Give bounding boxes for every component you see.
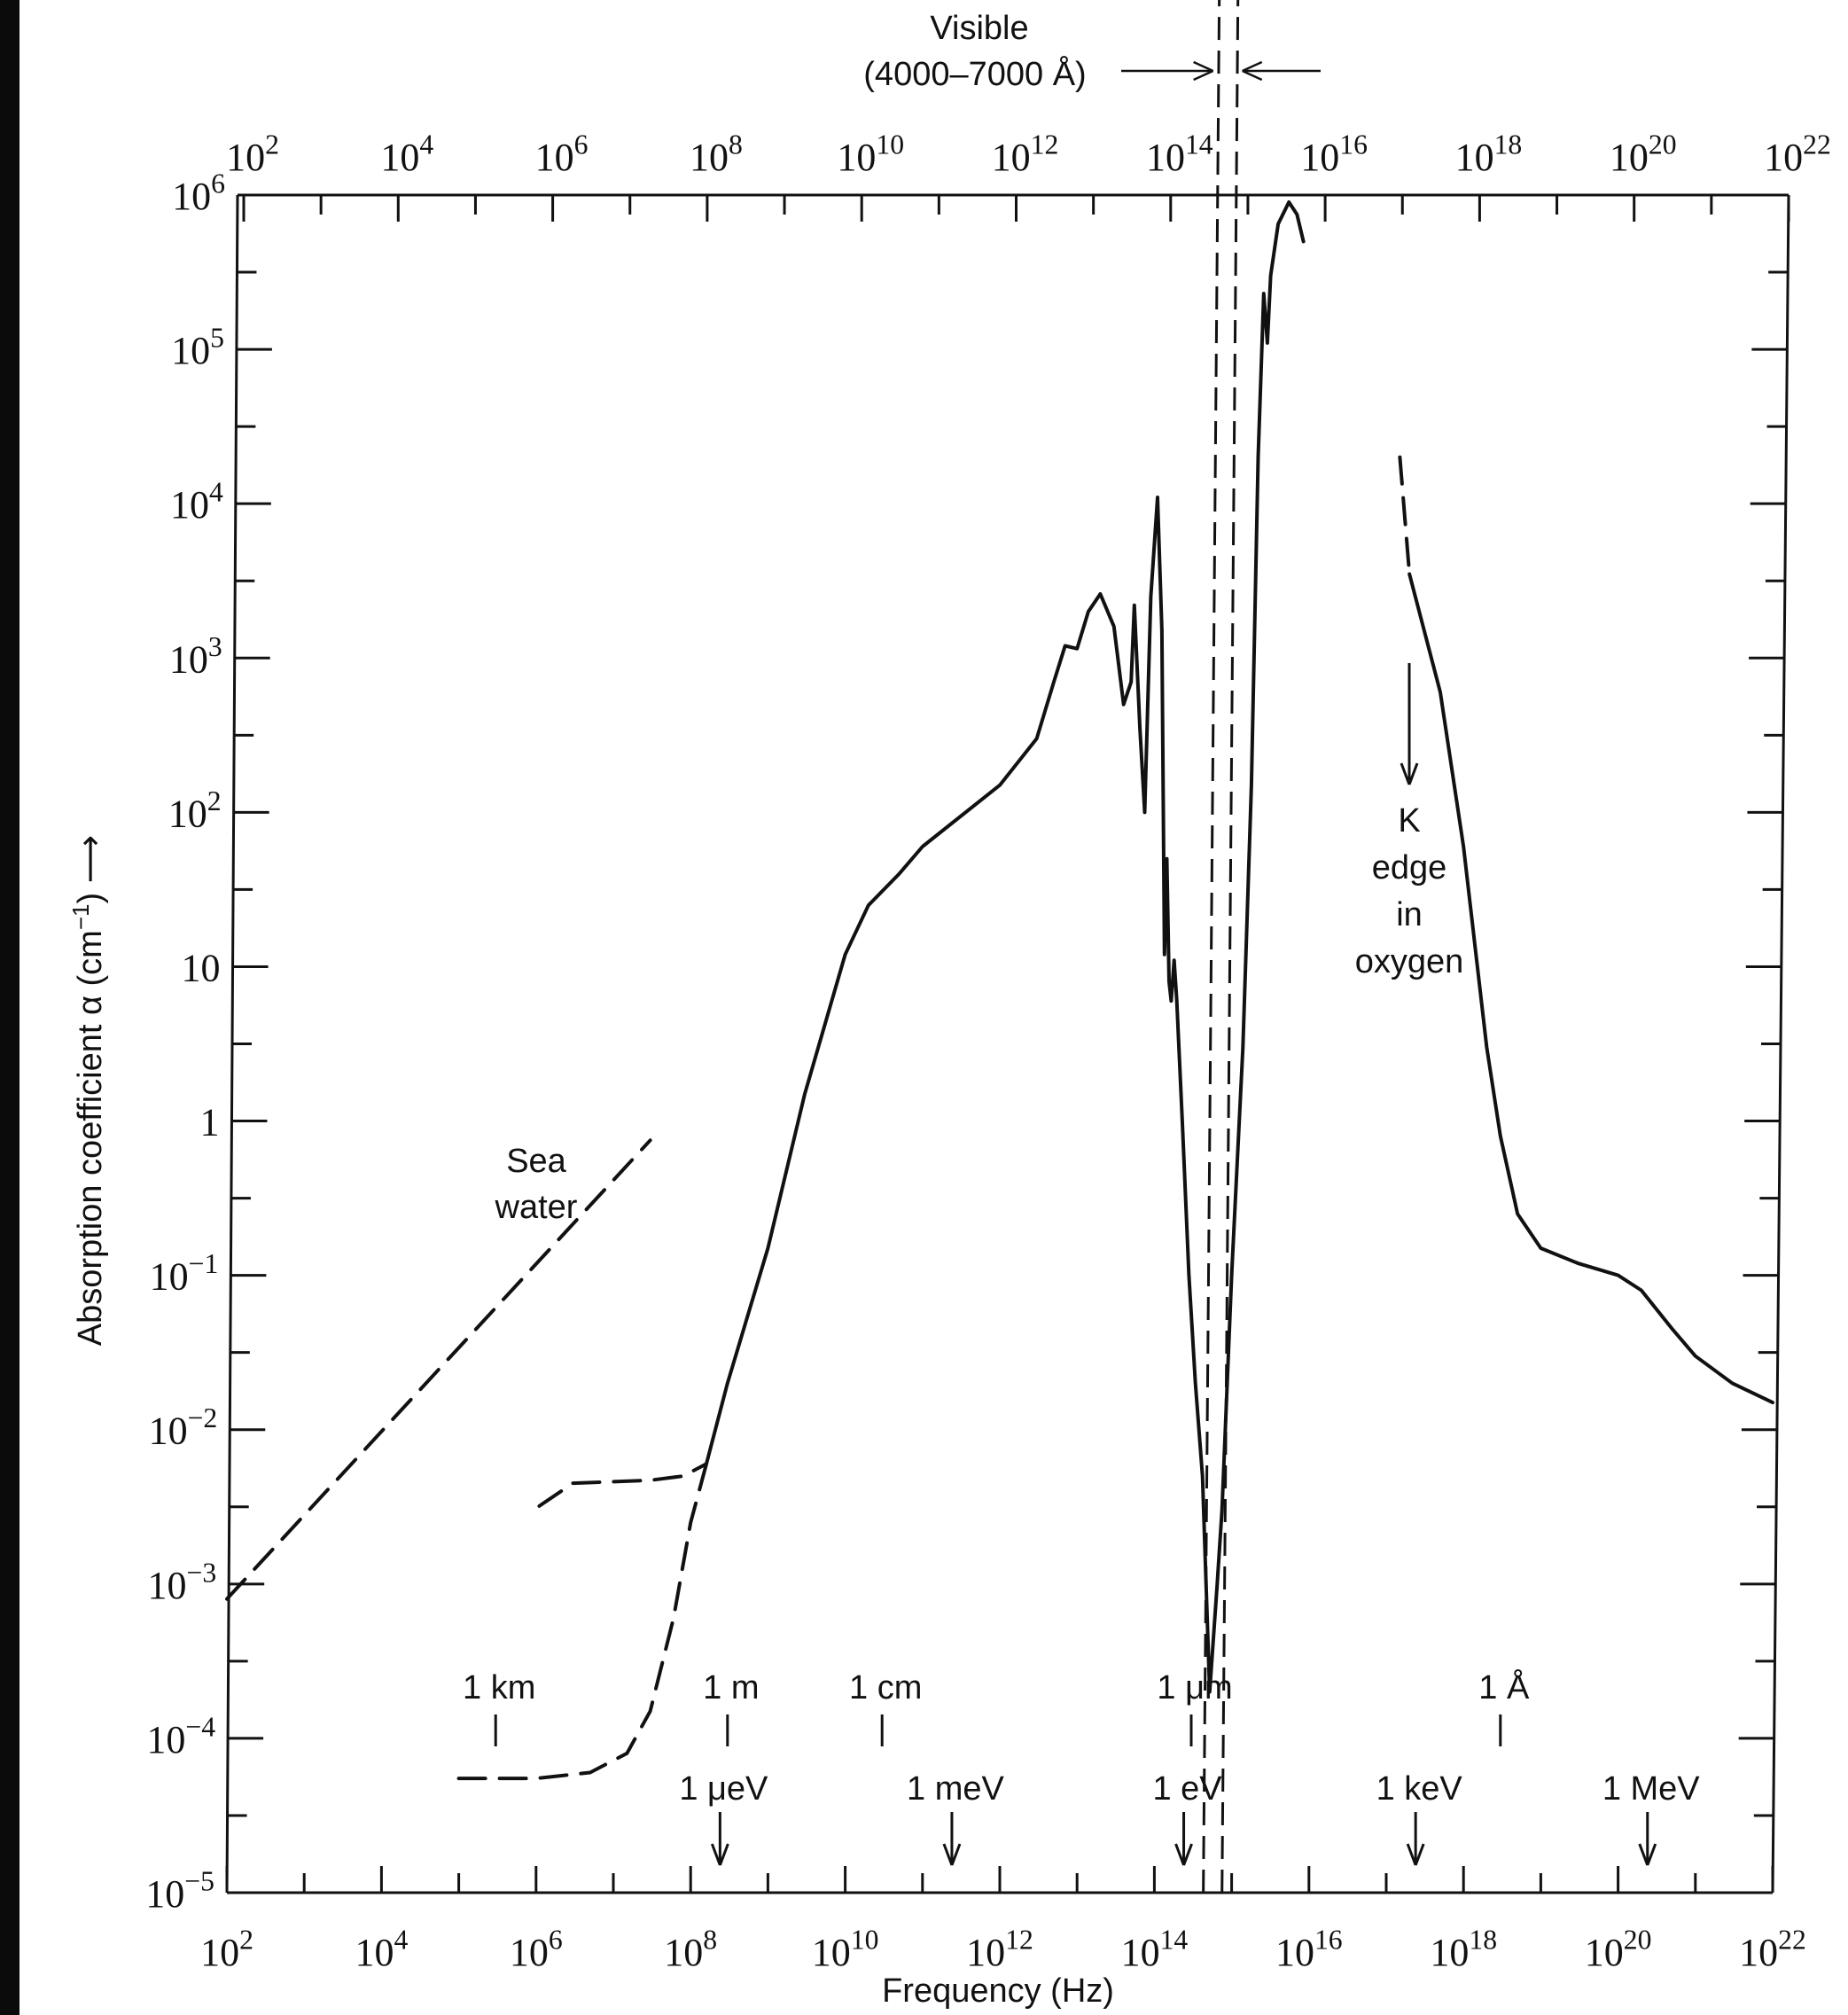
energy-mark-arrow-head — [942, 1843, 962, 1866]
y-tick-label: 103 — [169, 631, 222, 681]
y-tick-label: 10−5 — [145, 1866, 214, 1916]
scan-edge-bar — [0, 0, 19, 2015]
y-tick-label: 104 — [170, 477, 223, 527]
x-tick-label-bottom: 1020 — [1585, 1925, 1652, 1974]
x-tick-label-bottom: 104 — [355, 1925, 408, 1974]
x-axis-label: Frequency (Hz) — [882, 1972, 1114, 2010]
y-axis-label: Absorption coefficient α (cm−1) ⟶ — [67, 835, 109, 1346]
x-tick-label-top: 1022 — [1764, 129, 1831, 179]
energy-mark-arrow-head — [710, 1843, 729, 1866]
visible-band-range-label: (4000–7000 Å) — [863, 54, 1086, 93]
y-tick-label: 1 — [199, 1101, 219, 1144]
x-tick-label-bottom: 1010 — [812, 1925, 879, 1974]
y-tick-label: 10−4 — [146, 1711, 215, 1761]
absorption-series-5 — [456, 1462, 708, 1781]
wavelength-mark-label: 1 m — [703, 1669, 759, 1707]
k-edge-label-line2: edge — [1372, 849, 1447, 886]
visible-band-label: Visible — [930, 10, 1028, 47]
y-tick-label: 106 — [172, 168, 225, 218]
x-tick-label-top: 1012 — [992, 129, 1059, 179]
x-tick-label-bottom: 1022 — [1739, 1925, 1806, 1974]
x-tick-label-bottom: 102 — [200, 1925, 253, 1974]
y-tick-label: 10−3 — [147, 1557, 216, 1606]
absorption-series-1 — [705, 200, 1306, 1694]
visible-band-right-line — [1220, 0, 1240, 1894]
y-tick-label: 10 — [182, 946, 221, 989]
sea-water-label-line1: Sea — [506, 1143, 566, 1180]
energy-mark-label: 1 MeV — [1602, 1770, 1700, 1808]
absorption-series-6 — [225, 1138, 652, 1601]
x-tick-label-top: 1014 — [1146, 129, 1213, 179]
x-tick-label-top: 1018 — [1455, 129, 1523, 179]
x-tick-label-bottom: 1012 — [966, 1925, 1033, 1974]
x-tick-label-top: 102 — [226, 129, 279, 179]
energy-mark-label: 1 keV — [1376, 1770, 1463, 1808]
visible-arrow-right-head — [1242, 60, 1263, 82]
visible-arrow-left-head — [1193, 60, 1214, 82]
sea-water-label-line2: water — [495, 1189, 578, 1226]
x-tick-label-top: 1010 — [837, 129, 904, 179]
wavelength-mark-label: 1 km — [463, 1669, 535, 1707]
energy-mark-label: 1 eV — [1152, 1770, 1222, 1808]
x-tick-label-bottom: 108 — [664, 1925, 717, 1974]
y-tick-label: 10−2 — [149, 1402, 218, 1452]
y-tick-label: 105 — [171, 323, 224, 372]
absorption-series-3 — [1398, 455, 1412, 576]
x-tick-label-top: 1020 — [1610, 129, 1677, 179]
x-tick-label-bottom: 1018 — [1430, 1925, 1497, 1974]
wavelength-mark-label: 1 Å — [1478, 1667, 1530, 1707]
wavelength-mark-label: 1 cm — [849, 1669, 922, 1707]
x-tick-label-top: 104 — [380, 129, 433, 179]
x-tick-label-bottom: 106 — [510, 1925, 563, 1974]
energy-mark-arrow-head — [1406, 1843, 1425, 1866]
absorption-series-4 — [537, 1462, 708, 1508]
x-tick-label-top: 108 — [690, 129, 743, 179]
k-edge-label-line4: oxygen — [1355, 943, 1464, 980]
wavelength-mark-label: 1 μm — [1157, 1669, 1232, 1707]
energy-mark-label: 1 meV — [907, 1770, 1004, 1808]
energy-mark-arrow-head — [1638, 1843, 1657, 1866]
x-tick-label-bottom: 1014 — [1121, 1925, 1189, 1974]
x-tick-label-bottom: 1016 — [1275, 1925, 1343, 1974]
energy-mark-arrow-head — [1174, 1843, 1193, 1866]
energy-mark-label: 1 μeV — [679, 1770, 768, 1808]
k-edge-arrow-head — [1400, 762, 1419, 785]
absorption-series-2 — [1407, 572, 1774, 1405]
y-tick-label: 102 — [168, 785, 222, 835]
k-edge-label-line1: K — [1398, 802, 1420, 840]
x-tick-label-top: 1016 — [1300, 129, 1368, 179]
y-tick-label: 10−1 — [150, 1248, 219, 1298]
x-tick-label-top: 106 — [535, 129, 589, 179]
k-edge-label-line3: in — [1396, 896, 1423, 933]
